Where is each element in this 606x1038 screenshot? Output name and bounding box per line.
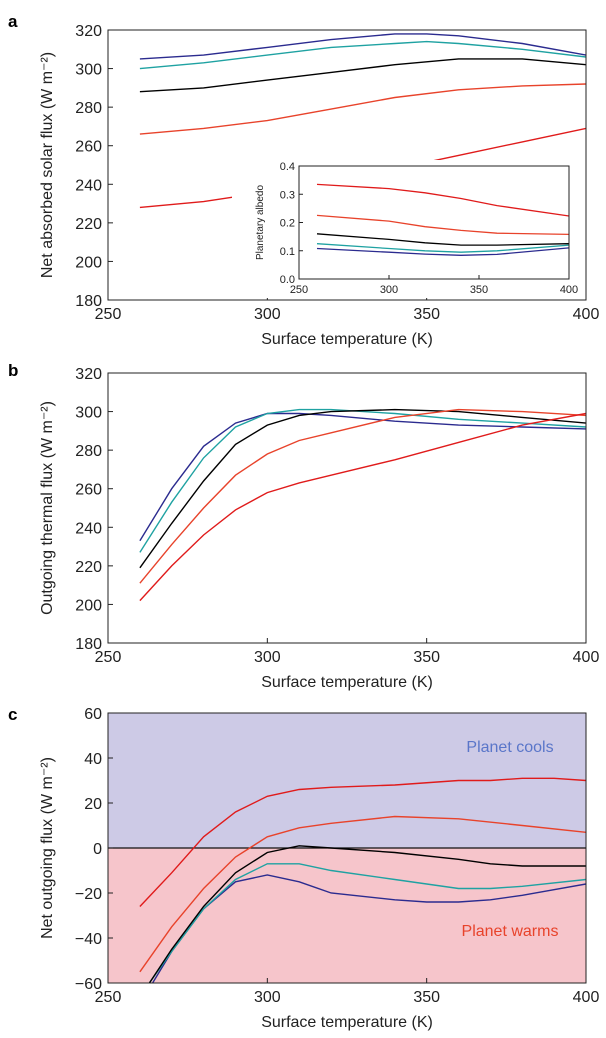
series-line-1: [139, 33, 586, 60]
panel-letter-a: a: [8, 12, 18, 31]
y-tick-label: 20: [84, 796, 102, 813]
y-tick-label: 320: [75, 366, 102, 383]
series-line-5: [139, 412, 586, 602]
plot-frame: [107, 29, 587, 301]
y-tick-label: 320: [75, 23, 102, 40]
inset-series-line-2: [316, 243, 570, 253]
series-line-4: [139, 83, 586, 135]
y-tick-label: 260: [75, 482, 102, 499]
x-tick-label: 400: [573, 989, 600, 1006]
panel-letter-c: c: [8, 705, 17, 724]
y-tick-label: 300: [75, 405, 102, 422]
inset-x-tick-label: 350: [470, 284, 488, 296]
inset-y-tick-label: 0.1: [280, 246, 295, 258]
region-planet-warms: [108, 848, 586, 983]
y-tick-label: −20: [75, 886, 102, 903]
inset-series-line-5: [316, 183, 570, 217]
annotation-planet-warms: Planet warms: [462, 923, 559, 940]
y-tick-label: 180: [75, 293, 102, 310]
series-line-4: [139, 815, 586, 973]
y-tick-label: 60: [84, 706, 102, 723]
x-tick-label: 300: [254, 989, 281, 1006]
panel-b: 250 300 350 400 180 200 220 240 260 280 300 320 Surf…: [39, 366, 599, 691]
y-tick-label: 260: [75, 139, 102, 156]
y-tick-label: 240: [75, 177, 102, 194]
x-tick-label: 400: [573, 306, 600, 323]
x-axis-label: Surface temperature (K): [261, 331, 433, 348]
inset-x-tick-label: 300: [380, 284, 398, 296]
region-planet-cools: [108, 713, 586, 848]
inset-background: [232, 160, 582, 298]
y-tick-label: 280: [75, 443, 102, 460]
x-axis-label: Surface temperature (K): [261, 1014, 433, 1031]
plot-frame: [107, 372, 587, 644]
y-axis-label: Net outgoing flux (W m⁻²): [39, 757, 56, 939]
y-tick-label: −40: [75, 931, 102, 948]
x-tick-label: 300: [254, 306, 281, 323]
x-tick-label: 250: [95, 989, 122, 1006]
x-tick-label: 350: [413, 306, 440, 323]
y-tick-label: 300: [75, 62, 102, 79]
series-line-2: [148, 863, 586, 983]
inset-x-tick-label: 400: [560, 284, 578, 296]
x-tick-label: 350: [413, 989, 440, 1006]
series-line-1: [139, 412, 586, 542]
inset-series-line-1: [316, 247, 570, 256]
inset-series-line-3: [316, 233, 570, 246]
inset-y-tick-label: 0.0: [280, 274, 295, 286]
y-tick-label: 280: [75, 100, 102, 117]
y-tick-label: 220: [75, 216, 102, 233]
x-tick-label: 300: [254, 649, 281, 666]
inset-series-line-4: [316, 214, 570, 236]
y-axis-label: Outgoing thermal flux (W m⁻²): [39, 401, 56, 615]
y-axis-label: Net absorbed solar flux (W m⁻²): [39, 52, 56, 278]
y-tick-label: 220: [75, 559, 102, 576]
annotation-planet-cools: Planet cools: [466, 739, 553, 756]
y-tick-label: 40: [84, 751, 102, 768]
y-tick-label: 240: [75, 520, 102, 537]
y-tick-label: −60: [75, 976, 102, 993]
y-tick-label: 0: [93, 841, 102, 858]
x-tick-label: 250: [95, 649, 122, 666]
x-axis-label: Surface temperature (K): [261, 674, 433, 691]
series-line-5: [139, 777, 586, 907]
series-line-3: [148, 845, 586, 983]
inset-y-tick-label: 0.2: [280, 218, 295, 230]
series-line-3: [139, 408, 586, 569]
series-line-4: [139, 408, 586, 584]
x-tick-label: 250: [95, 306, 122, 323]
series-line-2: [139, 40, 586, 70]
inset-x-tick-label: 250: [290, 284, 308, 296]
inset-y-axis-label: Planetary albedo: [255, 185, 266, 260]
inset-y-tick-label: 0.3: [280, 189, 295, 201]
inset-y-tick-label: 0.4: [280, 161, 295, 173]
panel-letter-b: b: [8, 361, 18, 380]
x-tick-label: 400: [573, 649, 600, 666]
series-line-3: [139, 58, 586, 93]
y-tick-label: 200: [75, 254, 102, 271]
series-line-2: [139, 408, 586, 553]
x-tick-label: 350: [413, 649, 440, 666]
y-tick-label: 180: [75, 636, 102, 653]
y-tick-label: 200: [75, 597, 102, 614]
inset-albedo: 250 300 350 400 0.0 0.1 0.2 0.3 0.4 Planetary alb…: [232, 160, 582, 298]
panel-a: 250 300 350 400 180 200 220 240 260 280 300 320 Surf…: [39, 23, 599, 348]
